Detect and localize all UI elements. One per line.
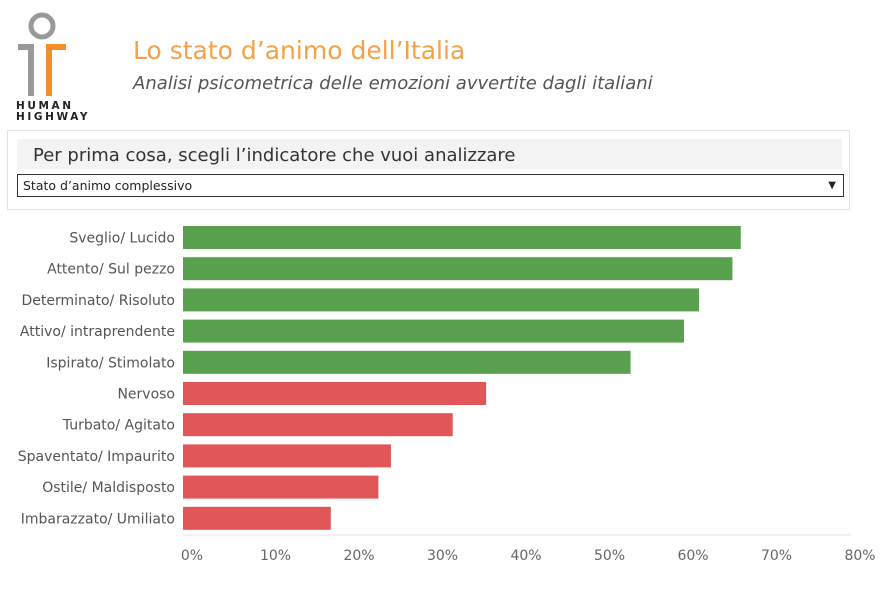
dropdown-arrow-icon[interactable]: ▼ [828, 180, 836, 191]
bar [183, 382, 487, 405]
bar [183, 319, 684, 343]
category-label: Turbato/ Agitato [62, 418, 175, 434]
category-label: Nervoso [117, 387, 175, 403]
logo-figure-icon [18, 12, 66, 96]
category-label: Attivo/ intraprendente [20, 324, 175, 340]
bar [183, 226, 741, 249]
logo-text-highway: HIGHWAY [16, 111, 91, 123]
category-label: Spaventato/ Impaurito [18, 449, 175, 465]
bar [183, 506, 331, 530]
bar [183, 475, 379, 499]
filter-header: Per prima cosa, scegli l’indicatore che … [17, 139, 842, 169]
category-label: Imbarazzato/ Umiliato [21, 511, 175, 527]
category-label: Attento/ Sul pezzo [47, 262, 175, 278]
logo-text-human: HUMAN [16, 100, 74, 112]
category-label: Sveglio/ Lucido [69, 231, 175, 247]
page-subtitle: Analisi psicometrica delle emozioni avve… [133, 73, 653, 94]
x-tick-label: 40% [510, 548, 541, 564]
bar [183, 413, 453, 437]
page-title: Lo stato d’animo dell’Italia [133, 36, 466, 65]
bar-chart: Sveglio/ Lucido Attento/ Sul pezzo Determi… [18, 226, 876, 564]
bar [183, 444, 391, 468]
indicator-dropdown[interactable]: Stato d’animo complessivo ▼ [17, 174, 844, 197]
x-tick-label: 30% [427, 548, 458, 564]
bar [183, 288, 700, 312]
x-tick-label: 20% [343, 548, 374, 564]
category-label: Ispirato/ Stimolato [46, 355, 175, 371]
category-label: Determinato/ Risoluto [21, 293, 175, 309]
bar [183, 257, 733, 281]
filter-label: Per prima cosa, scegli l’indicatore che … [33, 145, 516, 166]
human-highway-logo: HUMAN HIGHWAY [8, 8, 88, 124]
x-tick-label: 0% [181, 548, 203, 564]
x-tick-label: 60% [677, 548, 708, 564]
x-tick-label: 10% [260, 548, 291, 564]
x-tick-label: 50% [594, 548, 625, 564]
x-tick-label: 70% [761, 548, 792, 564]
x-tick-label: 80% [844, 548, 875, 564]
category-label: Ostile/ Maldisposto [42, 480, 175, 496]
bar [183, 350, 631, 374]
dropdown-selected-value: Stato d’animo complessivo [23, 178, 193, 193]
filter-panel: Per prima cosa, scegli l’indicatore che … [7, 130, 850, 210]
